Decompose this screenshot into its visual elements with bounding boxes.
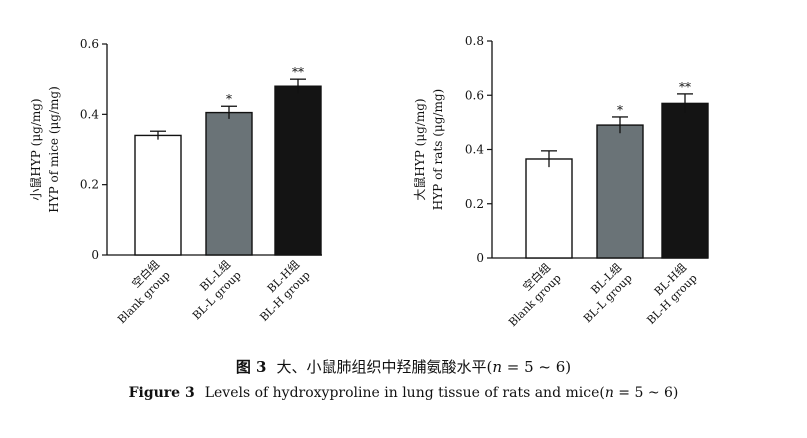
y-tick-label: 0.6 [465,88,484,102]
y-axis-label: HYP of mice (μg/mg) [47,86,61,213]
caption-chinese-label: 图 3 [235,358,267,376]
caption-chinese-text: 大、小鼠肺组织中羟脯氨酸水平( [276,358,493,376]
caption-chinese-range: = 5 ~ 6) [502,358,572,376]
caption-english-range: = 5 ~ 6) [613,385,679,401]
caption-chinese: 图 3 大、小鼠肺组织中羟脯氨酸水平(n = 5 ~ 6) [0,356,807,377]
chart-2: 0 0.2 0.4 0.6 0.8 大鼠HYP (μg/mg) HYP of rats (μ… [413,34,709,329]
significance-mark: ** [679,80,691,94]
caption-english-label: Figure 3 [128,385,195,401]
bar [661,102,709,259]
significance-mark: * [617,103,623,117]
y-tick-label: 0.4 [465,143,484,157]
caption-english-text: Levels of hydroxyproline in lung tissue … [204,385,605,401]
figure-charts: 0 0.2 0.4 0.6 小鼠HYP (μg/mg) HYP of mice (μg/m… [29,34,709,329]
y-tick-label: 0 [476,251,484,265]
y-tick-label: 0.8 [465,34,484,48]
y-tick-label: 0 [91,248,99,262]
y-tick-label: 0.2 [80,178,99,192]
caption-english-n: n [604,385,614,401]
y-axis-label: HYP of rats (μg/mg) [431,89,445,210]
bar [134,134,182,256]
bar [596,124,644,259]
caption-chinese-n: n [492,358,503,376]
y-tick-label: 0.4 [80,107,99,121]
y-axis-label: 小鼠HYP (μg/mg) [29,98,43,200]
bar [525,158,573,259]
bar [274,85,322,256]
chart-1: 0 0.2 0.4 0.6 小鼠HYP (μg/mg) HYP of mice (μg/m… [29,37,322,326]
y-axis-label: 大鼠HYP (μg/mg) [413,98,427,200]
caption-english: Figure 3 Levels of hydroxyproline in lung… [0,385,807,401]
y-tick-label: 0.6 [80,37,99,51]
y-tick-label: 0.2 [465,197,484,211]
significance-mark: * [226,92,232,106]
significance-mark: ** [292,65,304,79]
bar [205,111,253,256]
